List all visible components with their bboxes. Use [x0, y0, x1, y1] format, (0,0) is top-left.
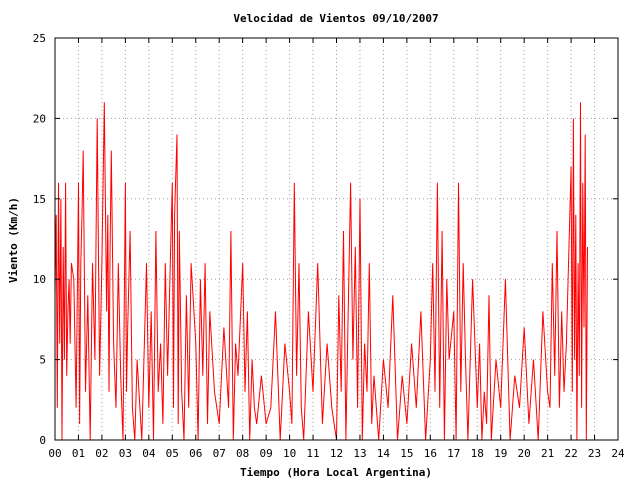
x-tick-label: 15 [400, 447, 413, 460]
y-axis-title: Viento (Km/h) [7, 197, 20, 283]
x-tick-label: 22 [564, 447, 577, 460]
y-tick-labels: 0 5 10 15 20 25 [33, 32, 46, 447]
x-tick-label: 20 [518, 447, 531, 460]
x-tick-label: 02 [95, 447, 108, 460]
series-layer [54, 102, 588, 441]
x-tick-label: 16 [424, 447, 437, 460]
x-tick-label: 17 [447, 447, 460, 460]
x-tick-label: 21 [541, 447, 554, 460]
x-tick-label: 00 [48, 447, 61, 460]
x-tick-label: 07 [213, 447, 226, 460]
y-tick-label: 25 [33, 32, 46, 45]
x-tick-label: 23 [588, 447, 601, 460]
chart-title: Velocidad de Vientos 09/10/2007 [233, 12, 438, 25]
wind-speed-series [54, 102, 588, 441]
y-tick-label: 15 [33, 193, 46, 206]
y-tick-label: 5 [39, 354, 46, 367]
x-tick-label: 05 [166, 447, 179, 460]
x-tick-label: 09 [260, 447, 273, 460]
axis-ticks [54, 37, 619, 441]
x-tick-label: 11 [306, 447, 319, 460]
x-tick-label: 08 [236, 447, 249, 460]
x-tick-label: 01 [72, 447, 85, 460]
x-tick-label: 18 [471, 447, 484, 460]
y-tick-label: 20 [33, 112, 46, 125]
x-tick-label: 12 [330, 447, 343, 460]
grid-lines [55, 38, 618, 440]
x-tick-label: 04 [142, 447, 156, 460]
y-tick-label: 0 [39, 434, 46, 447]
y-tick-label: 10 [33, 273, 46, 286]
x-tick-labels: 00 01 02 03 04 05 06 07 08 09 10 11 12 13 14 15 16 17 18 19… [48, 447, 625, 460]
x-tick-label: 14 [377, 447, 391, 460]
x-tick-label: 03 [119, 447, 132, 460]
x-axis-title: Tiempo (Hora Local Argentina) [240, 466, 432, 479]
x-tick-label: 13 [353, 447, 366, 460]
x-tick-label: 06 [189, 447, 202, 460]
x-tick-label: 10 [283, 447, 296, 460]
x-tick-label: 19 [494, 447, 507, 460]
x-tick-label: 24 [611, 447, 625, 460]
